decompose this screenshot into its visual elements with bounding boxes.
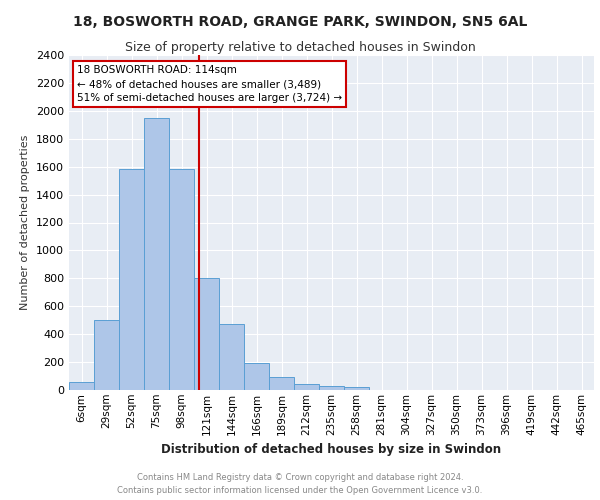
Bar xyxy=(294,384,319,390)
Text: 18, BOSWORTH ROAD, GRANGE PARK, SWINDON, SN5 6AL: 18, BOSWORTH ROAD, GRANGE PARK, SWINDON,… xyxy=(73,15,527,29)
Text: Size of property relative to detached houses in Swindon: Size of property relative to detached ho… xyxy=(125,41,475,54)
Y-axis label: Number of detached properties: Number of detached properties xyxy=(20,135,31,310)
Bar xyxy=(119,170,144,390)
Bar xyxy=(244,364,269,390)
Text: Contains HM Land Registry data © Crown copyright and database right 2024.
Contai: Contains HM Land Registry data © Crown c… xyxy=(118,473,482,495)
Bar xyxy=(94,320,119,390)
Bar xyxy=(344,387,369,390)
Bar xyxy=(69,382,94,390)
Bar xyxy=(169,170,194,390)
Bar xyxy=(319,386,344,390)
Bar xyxy=(219,324,244,390)
Bar xyxy=(144,118,169,390)
Bar xyxy=(269,378,294,390)
Bar xyxy=(194,278,219,390)
X-axis label: Distribution of detached houses by size in Swindon: Distribution of detached houses by size … xyxy=(161,443,502,456)
Text: 18 BOSWORTH ROAD: 114sqm
← 48% of detached houses are smaller (3,489)
51% of sem: 18 BOSWORTH ROAD: 114sqm ← 48% of detach… xyxy=(77,65,342,103)
